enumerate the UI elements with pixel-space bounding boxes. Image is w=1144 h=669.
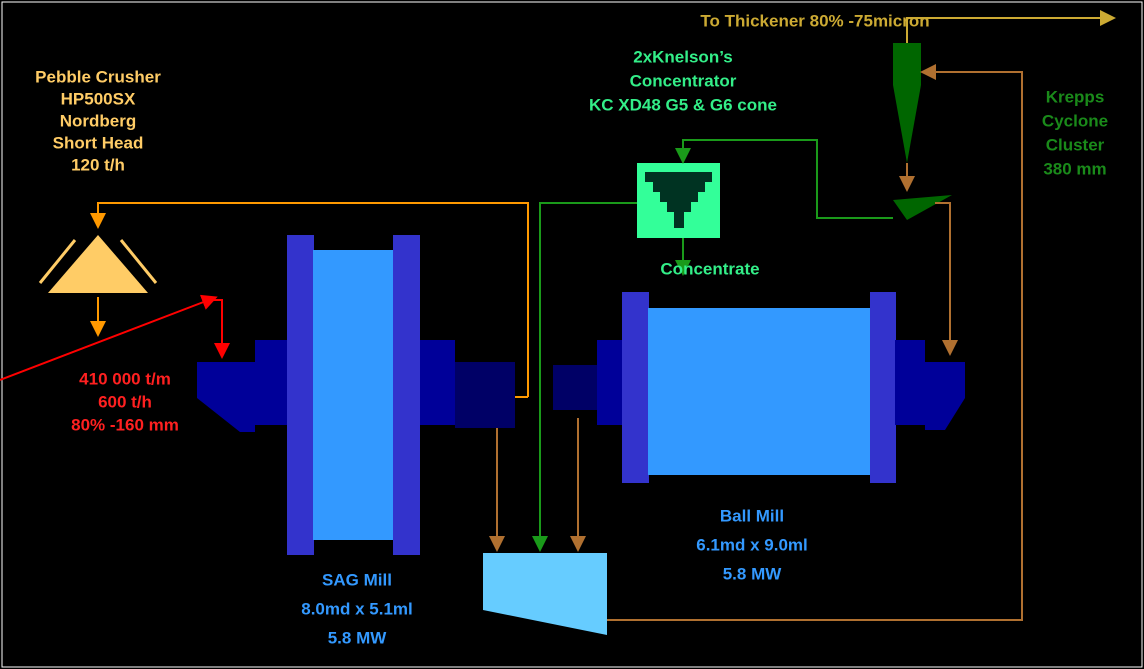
pebble-crusher bbox=[38, 235, 158, 293]
label: Krepps bbox=[1046, 87, 1105, 106]
label: KC XD48 G5 & G6 cone bbox=[589, 95, 777, 114]
label: 8.0md x 5.1ml bbox=[301, 599, 413, 618]
label: 5.8 MW bbox=[723, 564, 783, 583]
label: Ball Mill bbox=[720, 506, 784, 525]
ball-mill bbox=[553, 292, 965, 483]
label: 80% -160 mm bbox=[71, 415, 179, 434]
knelson-concentrator bbox=[637, 163, 720, 238]
labels: Pebble Crusher HP500SX Nordberg Short Head 1… bbox=[35, 11, 1108, 647]
label: 410 000 t/m bbox=[79, 369, 171, 388]
label: Pebble Crusher bbox=[35, 67, 161, 86]
label: Cyclone bbox=[1042, 111, 1108, 130]
label: Concentrate bbox=[660, 259, 759, 278]
label: HP500SX bbox=[61, 89, 136, 108]
label: Cluster bbox=[1046, 135, 1105, 154]
label: To Thickener 80% -75micron bbox=[700, 11, 929, 30]
label: Short Head bbox=[53, 133, 144, 152]
label: 2xKnelson’s bbox=[633, 47, 733, 66]
cyclone bbox=[893, 43, 952, 220]
label: 380 mm bbox=[1043, 159, 1106, 178]
label: SAG Mill bbox=[322, 570, 392, 589]
sump bbox=[483, 553, 607, 635]
label: Concentrator bbox=[630, 71, 737, 90]
label: 120 t/h bbox=[71, 155, 125, 174]
label: 6.1md x 9.0ml bbox=[696, 535, 808, 554]
label: 600 t/h bbox=[98, 392, 152, 411]
sag-mill bbox=[197, 235, 515, 555]
flow-lines bbox=[0, 10, 1116, 621]
label: Nordberg bbox=[60, 111, 137, 130]
label: 5.8 MW bbox=[328, 628, 388, 647]
